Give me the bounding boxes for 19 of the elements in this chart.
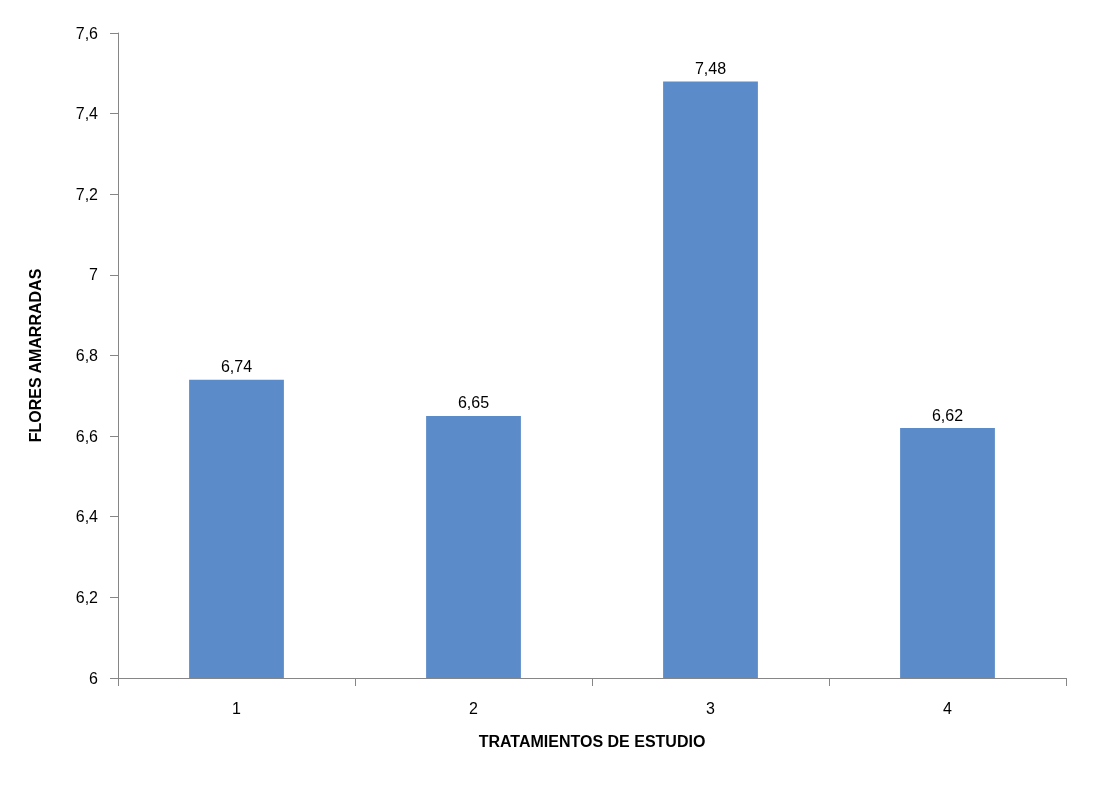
y-tick-label: 6,2 <box>75 588 99 606</box>
y-axis-title: FLORES AMARRADAS <box>26 268 44 443</box>
y-tick-label: 6,8 <box>75 347 99 364</box>
y-tick-label: 7,2 <box>75 185 99 203</box>
data-label: 6,62 <box>931 406 964 424</box>
x-axis-title: TRATAMIENTOS DE ESTUDIO <box>478 732 706 750</box>
y-tick-label: 6 <box>89 669 99 687</box>
data-label: 6,65 <box>457 394 490 412</box>
y-tick-label: 6,6 <box>75 427 99 445</box>
x-tick-label: 2 <box>469 699 479 717</box>
y-tick-label: 7,4 <box>75 105 99 123</box>
x-tick-label: 4 <box>943 699 953 717</box>
data-label: 6,74 <box>220 358 253 376</box>
y-tick-label: 6,4 <box>75 508 99 526</box>
data-label: 7,48 <box>694 59 727 77</box>
y-tick-label: 7,6 <box>75 24 99 42</box>
x-tick-label: 1 <box>232 699 242 717</box>
y-tick-label: 7 <box>89 266 99 284</box>
x-tick-label: 3 <box>706 699 716 717</box>
